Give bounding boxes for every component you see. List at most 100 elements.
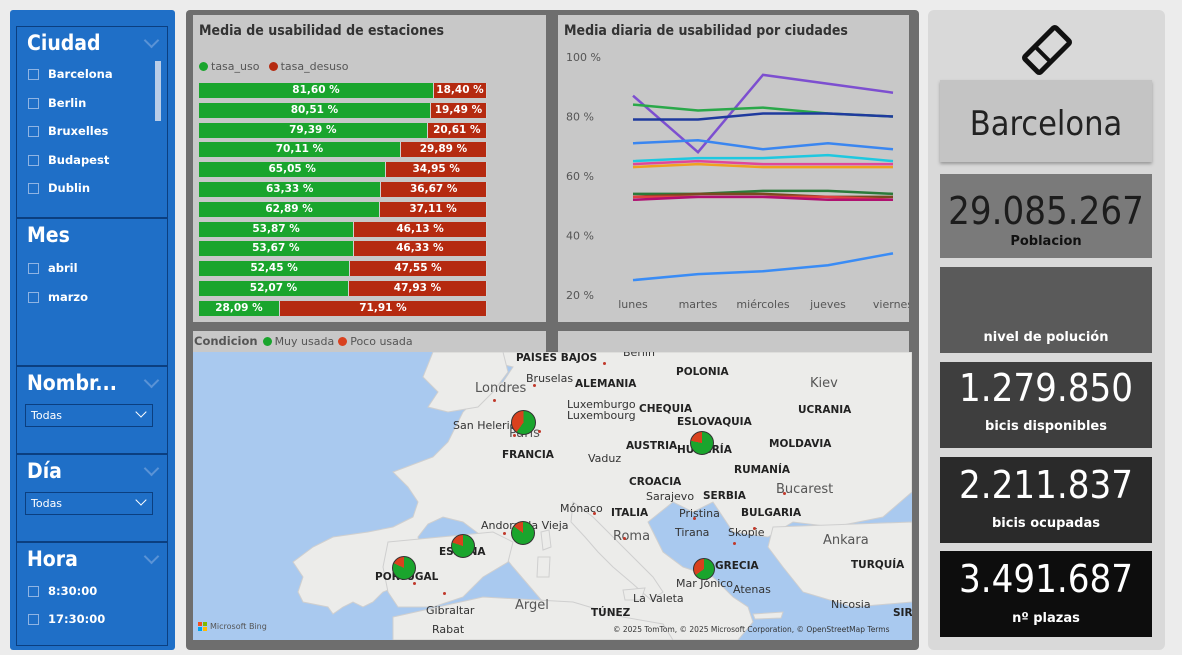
checkbox-icon[interactable] [28, 613, 39, 625]
bar-row[interactable]: 62,89 % 37,11 % [199, 201, 487, 217]
checkbox-icon[interactable] [28, 262, 39, 274]
series-line-4[interactable] [632, 153, 894, 163]
city-name: Barcelona [969, 104, 1123, 144]
map-label: GRECIA [715, 560, 759, 572]
map-view[interactable]: PAÍSES BAJOS Berlín Londres Bruselas ALEMANI… [193, 352, 912, 640]
bar-row[interactable]: 52,07 % 47,93 % [199, 281, 487, 296]
option-barcelona[interactable]: Barcelona [28, 67, 113, 81]
series-line-5[interactable] [632, 159, 893, 166]
bar-chart-card[interactable]: Media de usabilidad de estaciones tasa_u… [193, 15, 546, 322]
map-attribution[interactable]: © 2025 TomTom, © 2025 Microsoft Corporat… [613, 625, 890, 634]
bar-row[interactable]: 70,11 % 29,89 % [199, 142, 487, 158]
bar-segment-uso[interactable]: 52,45 % [199, 261, 351, 277]
checkbox-icon[interactable] [28, 291, 39, 303]
option-abril[interactable]: abril [28, 261, 78, 275]
bar-segment-desuso[interactable]: 46,13 % [354, 221, 487, 237]
map-pie[interactable] [392, 556, 416, 580]
checkbox-icon[interactable] [28, 154, 39, 166]
bar-segment-desuso[interactable]: 71,91 % [279, 300, 487, 316]
option-marzo[interactable]: marzo [28, 290, 88, 304]
map-pie[interactable] [690, 431, 714, 455]
bar-segment-uso[interactable]: 52,07 % [199, 281, 349, 296]
bar-segment-desuso[interactable]: 18,40 % [434, 83, 487, 98]
checkbox-icon[interactable] [28, 585, 39, 597]
dia-dropdown[interactable]: Todas [25, 492, 153, 515]
bicis-disponibles-card: 1.279.850 bicis disponibles [940, 362, 1152, 448]
option-budapest[interactable]: Budapest [28, 153, 109, 167]
slicer-hora: Hora 8:30:00 17:30:00 [16, 542, 168, 646]
map-pie[interactable] [511, 410, 536, 435]
legend-item-muy-usada[interactable]: Muy usada [262, 335, 334, 348]
series-line-10[interactable] [632, 195, 893, 202]
bar-segment-uso[interactable]: 53,87 % [199, 221, 355, 237]
legend-item-desuso[interactable]: tasa_desuso [268, 60, 349, 73]
bar-segment-desuso[interactable]: 19,49 % [430, 102, 487, 118]
option-0830[interactable]: 8:30:00 [28, 584, 97, 598]
line-chart-card[interactable]: Media diaria de usabilidad por ciudades … [558, 15, 909, 322]
slicer-ciudad: Ciudad Barcelona Berlin Bruxelles Budape… [16, 26, 168, 218]
checkbox-icon[interactable] [28, 97, 39, 109]
bar-row[interactable]: 81,60 % 18,40 % [199, 83, 487, 98]
map-pie[interactable] [511, 521, 535, 545]
bar-segment-uso[interactable]: 79,39 % [199, 122, 428, 138]
bar-row[interactable]: 79,39 % 20,61 % [199, 122, 487, 138]
nombre-dropdown[interactable]: Todas [25, 404, 153, 427]
option-bruxelles[interactable]: Bruxelles [28, 124, 108, 138]
legend-item-poco-usada[interactable]: Poco usada [338, 335, 413, 348]
bar-segment-desuso[interactable]: 36,67 % [381, 182, 487, 197]
series-line-0[interactable] [632, 73, 894, 154]
legend-dot-icon [199, 62, 208, 71]
option-label: Barcelona [48, 67, 113, 81]
option-berlin[interactable]: Berlin [28, 96, 86, 110]
series-line-6[interactable] [632, 162, 893, 169]
map-pie[interactable] [693, 558, 715, 580]
map-pie[interactable] [451, 534, 475, 558]
bar-segment-desuso[interactable]: 47,55 % [350, 261, 487, 277]
checkbox-icon[interactable] [28, 125, 39, 137]
bar-segment-uso[interactable]: 53,67 % [199, 241, 354, 257]
bar-segment-uso[interactable]: 28,09 % [199, 300, 280, 316]
bar-segment-uso[interactable]: 81,60 % [199, 83, 434, 98]
bar-row[interactable]: 52,45 % 47,55 % [199, 261, 487, 277]
chevron-down-icon[interactable] [135, 494, 147, 506]
bar-segment-uso[interactable]: 63,33 % [199, 182, 382, 197]
bar-segment-uso[interactable]: 65,05 % [199, 162, 387, 178]
series-line-11[interactable] [632, 252, 894, 282]
bar-row[interactable]: 65,05 % 34,95 % [199, 162, 487, 178]
map-label: Mar Jónico [676, 577, 734, 590]
bar-row[interactable]: 53,87 % 46,13 % [199, 221, 487, 237]
option-1730[interactable]: 17:30:00 [28, 612, 105, 626]
bar-segment-desuso[interactable]: 47,93 % [348, 281, 487, 296]
checkbox-icon[interactable] [28, 68, 39, 80]
series-line-2[interactable] [633, 112, 894, 121]
bar-row[interactable]: 80,51 % 19,49 % [199, 102, 487, 118]
bar-segment-uso[interactable]: 80,51 % [199, 102, 431, 118]
chevron-down-icon[interactable] [143, 372, 160, 389]
polucion-card: nivel de polución [940, 267, 1152, 353]
chevron-down-icon[interactable] [143, 32, 160, 49]
bar-segment-desuso[interactable]: 29,89 % [400, 142, 487, 158]
bar-segment-desuso[interactable]: 46,33 % [353, 241, 487, 257]
chevron-down-icon[interactable] [143, 548, 160, 565]
bar-row[interactable]: 28,09 % 71,91 % [199, 300, 487, 316]
bar-segment-desuso[interactable]: 34,95 % [386, 162, 487, 178]
option-label: 17:30:00 [48, 612, 106, 626]
bar-row[interactable]: 53,67 % 46,33 % [199, 241, 487, 257]
chevron-down-icon[interactable] [135, 406, 147, 418]
legend-item-uso[interactable]: tasa_uso [199, 60, 259, 73]
option-dublin[interactable]: Dublin [28, 181, 90, 195]
chevron-down-icon[interactable] [143, 460, 160, 477]
option-label: marzo [48, 290, 89, 304]
city-dot [493, 399, 496, 402]
line-chart-title: Media diaria de usabilidad por ciudades [564, 23, 848, 39]
bar-row[interactable]: 63,33 % 36,67 % [199, 182, 487, 197]
map-label: ITALIA [611, 507, 649, 519]
y-tick-label: 40 % [566, 230, 594, 243]
scrollbar-thumb[interactable] [155, 61, 161, 121]
bar-segment-desuso[interactable]: 20,61 % [427, 122, 487, 138]
series-line-3[interactable] [632, 139, 894, 151]
bar-segment-uso[interactable]: 70,11 % [199, 142, 401, 158]
checkbox-icon[interactable] [28, 182, 39, 194]
bar-segment-uso[interactable]: 62,89 % [199, 201, 381, 217]
bar-segment-desuso[interactable]: 37,11 % [380, 201, 487, 217]
